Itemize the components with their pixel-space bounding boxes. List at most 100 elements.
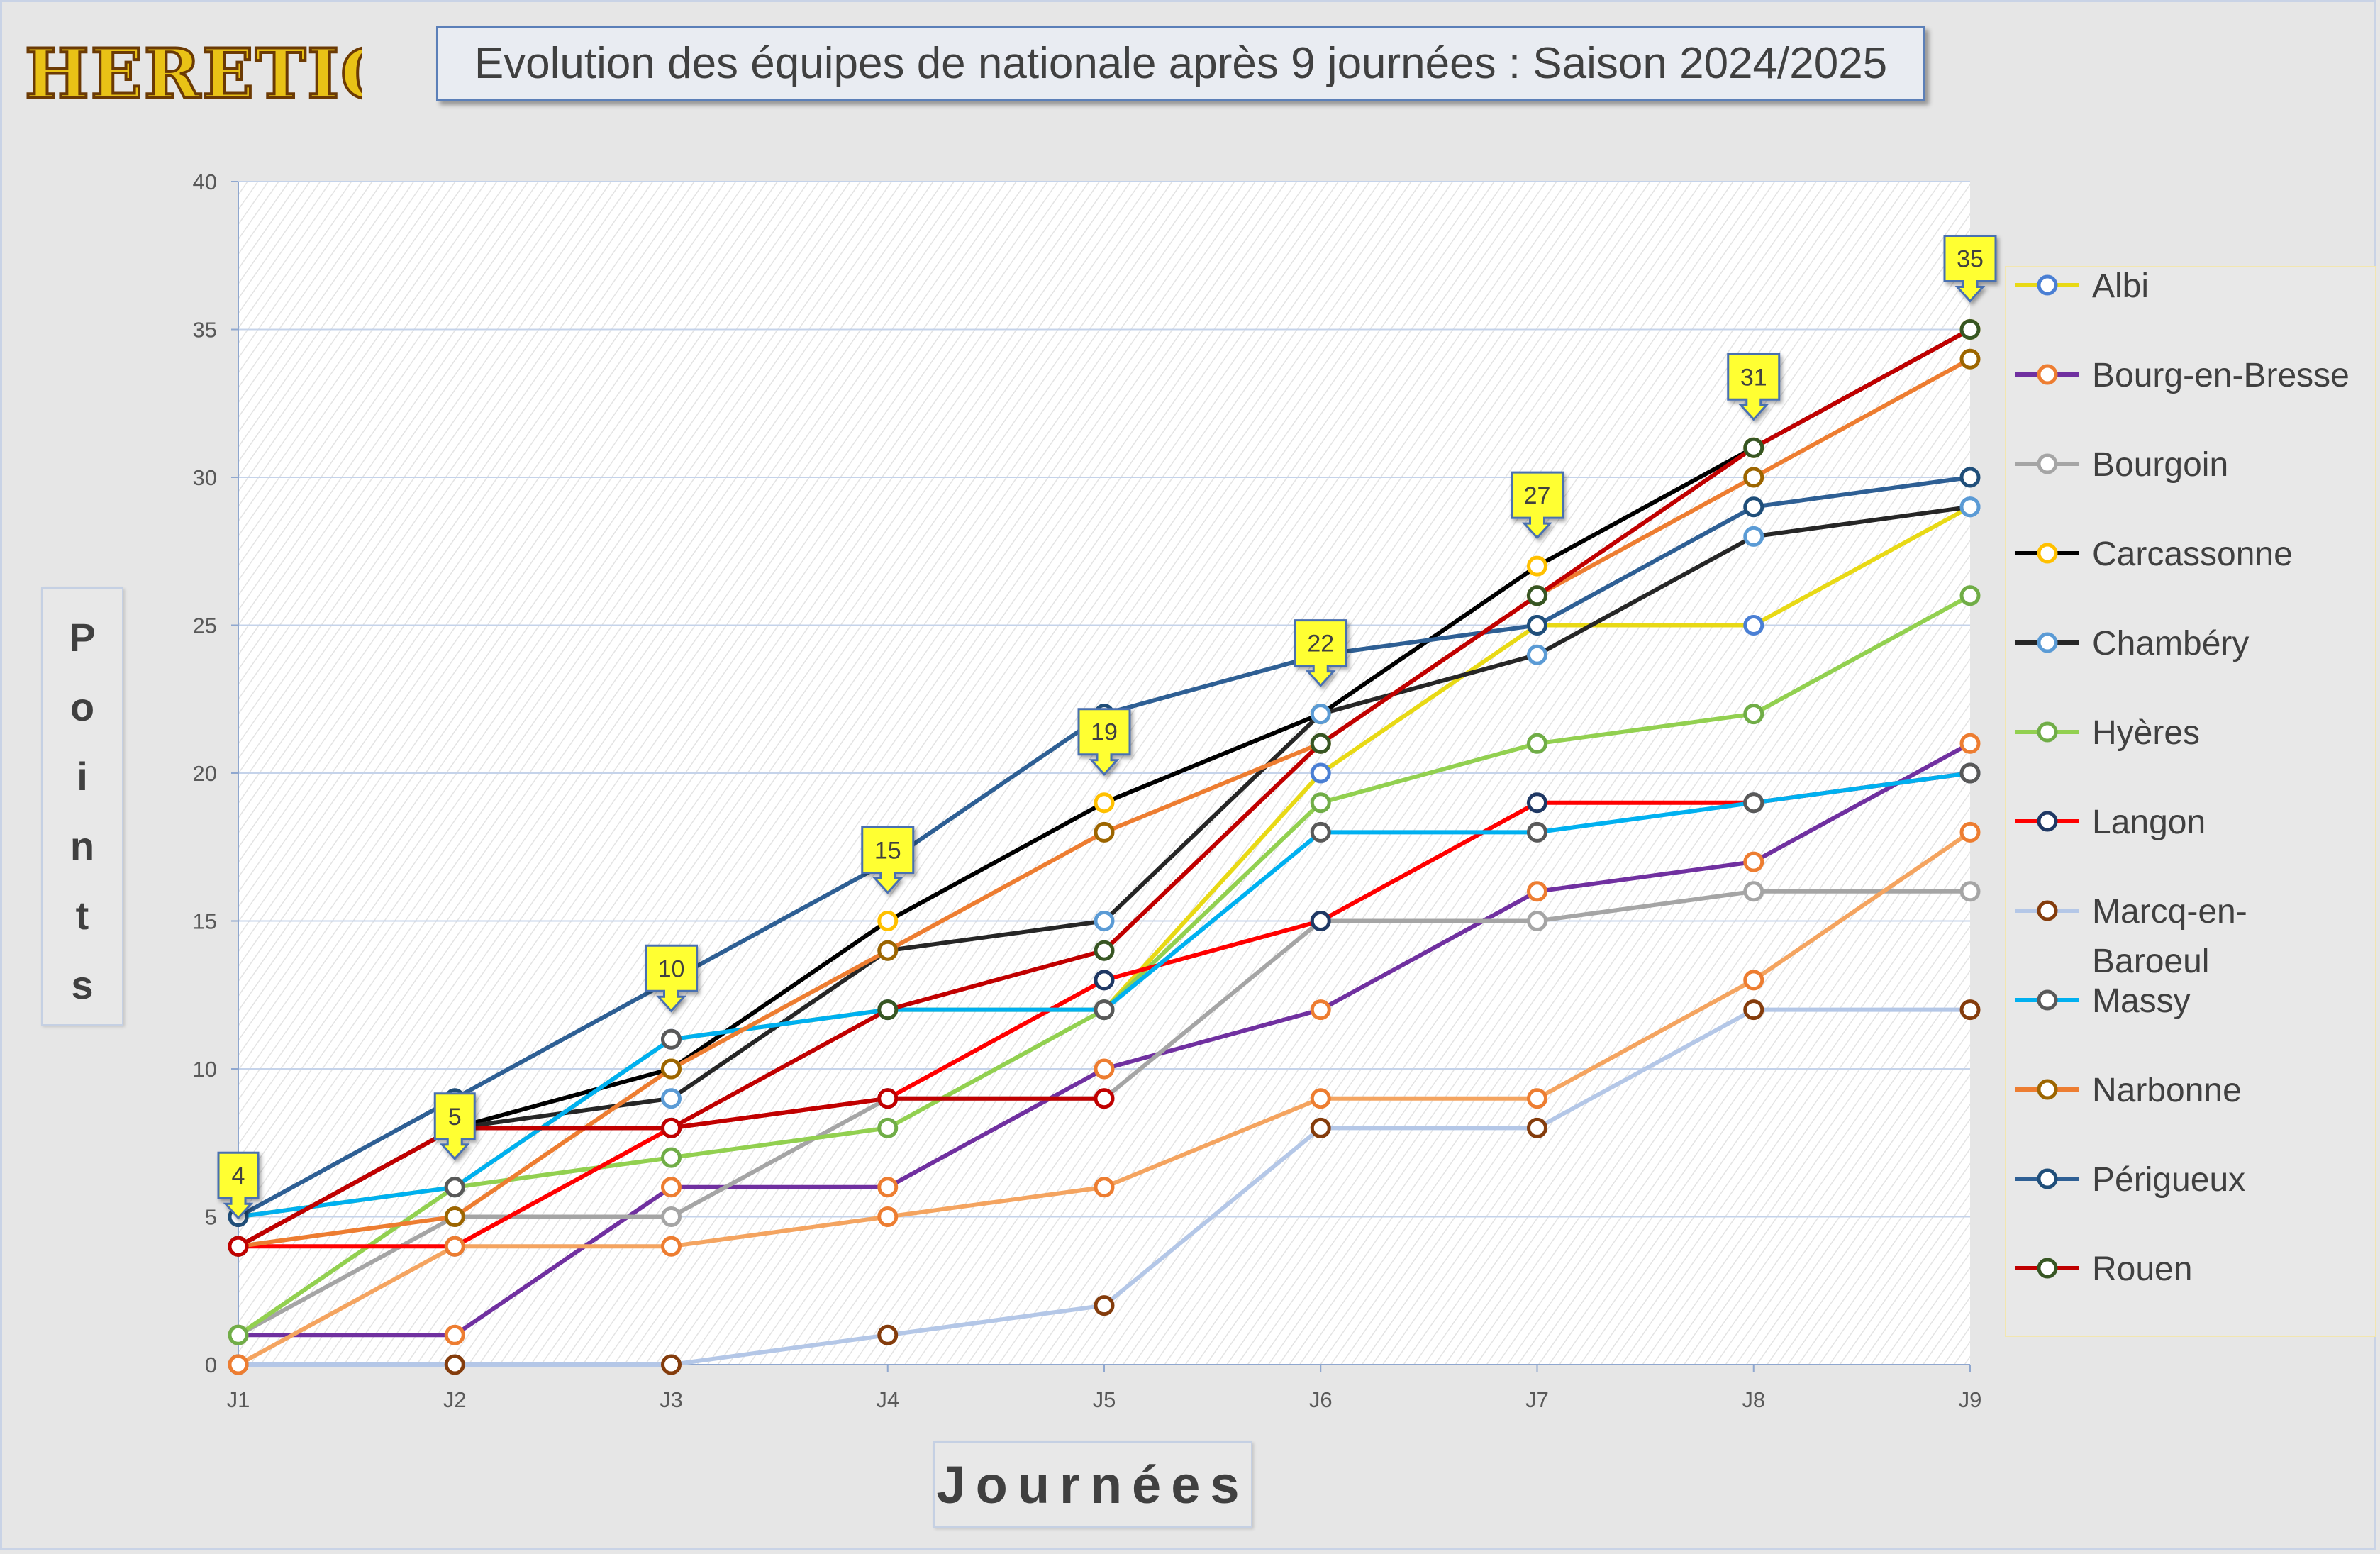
data-point-chamb-ry [1310, 704, 1331, 725]
data-point-extra [1094, 1088, 1115, 1109]
data-point-hy-res [661, 1147, 682, 1168]
data-point-extra [1094, 1177, 1115, 1198]
data-point-marcq-en-baroeul [877, 1324, 899, 1345]
data-point-chamb-ry [1959, 496, 1981, 518]
callout-box [1943, 235, 1997, 303]
legend-marker-massy [2037, 989, 2058, 1011]
data-point-massy [444, 1177, 465, 1198]
legend-marker-chamb-ry [2037, 632, 2058, 653]
data-point-bourgoin [1959, 881, 1981, 902]
data-point-bourgoin [661, 1206, 682, 1227]
data-point-massy [1094, 999, 1115, 1021]
data-point-rouen [877, 999, 899, 1021]
x-tick-label: J5 [1093, 1387, 1116, 1412]
heretiques-logo: HERETIQUES [23, 33, 362, 116]
data-point-bourgoin [1743, 881, 1764, 902]
data-point-carcassonne [1094, 792, 1115, 814]
callout-box [645, 944, 698, 1013]
y-axis-title-letter: t [75, 893, 89, 938]
callout-label: 31 [1740, 364, 1767, 391]
legend-marker-bourgoin [2037, 453, 2058, 474]
data-point-narbonne [444, 1206, 465, 1227]
data-point-bourg-en-bresse [661, 1177, 682, 1198]
callout-box [433, 1092, 476, 1161]
y-axis-title-letter: P [69, 615, 96, 660]
data-point-bourg-en-bresse [1743, 851, 1764, 872]
y-axis-title-letter: s [71, 962, 94, 1007]
data-point-hy-res [1743, 704, 1764, 725]
data-point-narbonne [1094, 821, 1115, 843]
callout-box [861, 826, 915, 894]
legend-marker-hy-res [2037, 721, 2058, 743]
callout-label: 15 [874, 838, 901, 865]
callout-label: 35 [1957, 246, 1984, 273]
legend-marker-narbonne [2037, 1079, 2058, 1100]
legend-label-chamb-ry: Chambéry [2092, 625, 2249, 662]
data-point-narbonne [1743, 467, 1764, 488]
data-point-extra [1959, 821, 1981, 843]
data-point-bourg-en-bresse [1310, 999, 1331, 1021]
data-point-chamb-ry [1527, 644, 1547, 665]
data-point-rouen [1094, 940, 1115, 961]
legend-label-bourg-en-bresse: Bourg-en-Bresse [2092, 357, 2350, 394]
y-tick-label: 20 [193, 761, 217, 786]
data-point-hy-res [877, 1117, 899, 1138]
data-point-extra [1743, 970, 1764, 991]
legend-label-carcassonne: Carcassonne [2092, 535, 2293, 573]
y-tick-label: 35 [193, 318, 217, 343]
data-point-marcq-en-baroeul [661, 1354, 682, 1375]
y-tick-label: 40 [193, 170, 217, 194]
data-point-extra [661, 1236, 682, 1257]
y-tick-label: 10 [193, 1057, 217, 1082]
data-point-albi [1310, 762, 1331, 784]
data-point-extra [1527, 1088, 1547, 1109]
data-point-carcassonne [1527, 555, 1547, 577]
data-point-bourg-en-bresse [444, 1324, 465, 1345]
legend-marker-bourg-en-bresse [2037, 364, 2058, 385]
data-point-p-rigueux [1743, 496, 1764, 518]
x-tick-label: J4 [876, 1387, 899, 1412]
y-tick-label: 15 [193, 909, 217, 934]
callout-box [1727, 353, 1781, 421]
data-point-extra [877, 1206, 899, 1227]
data-point-extra [1310, 1088, 1331, 1109]
legend-label-rouen: Rouen [2092, 1250, 2192, 1288]
data-point-bourg-en-bresse [877, 1177, 899, 1198]
data-point-massy [661, 1028, 682, 1050]
x-tick-label: J3 [660, 1387, 683, 1412]
legend-label-p-rigueux: Périgueux [2092, 1161, 2245, 1199]
callout-label: 27 [1524, 482, 1551, 509]
data-point-chamb-ry [661, 1088, 682, 1109]
y-axis-title-letter: o [69, 684, 95, 729]
data-point-hy-res [1310, 792, 1331, 814]
legend-marker-langon [2037, 811, 2058, 832]
data-point-marcq-en-baroeul [444, 1354, 465, 1375]
data-point-carcassonne [877, 911, 899, 931]
data-point-albi [1743, 615, 1764, 636]
data-point-bourg-en-bresse [1527, 881, 1547, 902]
data-point-extra [661, 1117, 682, 1138]
callout-label: 10 [658, 955, 685, 982]
chart-title: Evolution des équipes de nationale après… [436, 26, 1925, 101]
data-point-chamb-ry [1094, 911, 1115, 931]
callout-box [217, 1151, 260, 1220]
callout-box [1511, 471, 1564, 540]
x-tick-label: J6 [1309, 1387, 1333, 1412]
legend-label-hy-res: Hyères [2092, 714, 2200, 752]
data-point-bourg-en-bresse [1094, 1058, 1115, 1080]
data-point-bourg-en-bresse [1959, 733, 1981, 754]
callout-label: 19 [1091, 719, 1118, 746]
data-point-hy-res [1959, 585, 1981, 606]
legend-label-marcq-en-baroeul: Marcq-en-Baroeul [2092, 893, 2247, 980]
data-point-bourgoin [1527, 911, 1547, 931]
data-point-p-rigueux [1959, 467, 1981, 488]
y-axis-title-letter: n [69, 823, 95, 868]
data-point-extra [444, 1236, 465, 1257]
legend-marker-p-rigueux [2037, 1168, 2058, 1189]
data-point-narbonne [1959, 348, 1981, 370]
callout-label: 4 [232, 1162, 245, 1189]
data-point-langon [1094, 970, 1115, 991]
data-point-extra [877, 1088, 899, 1109]
